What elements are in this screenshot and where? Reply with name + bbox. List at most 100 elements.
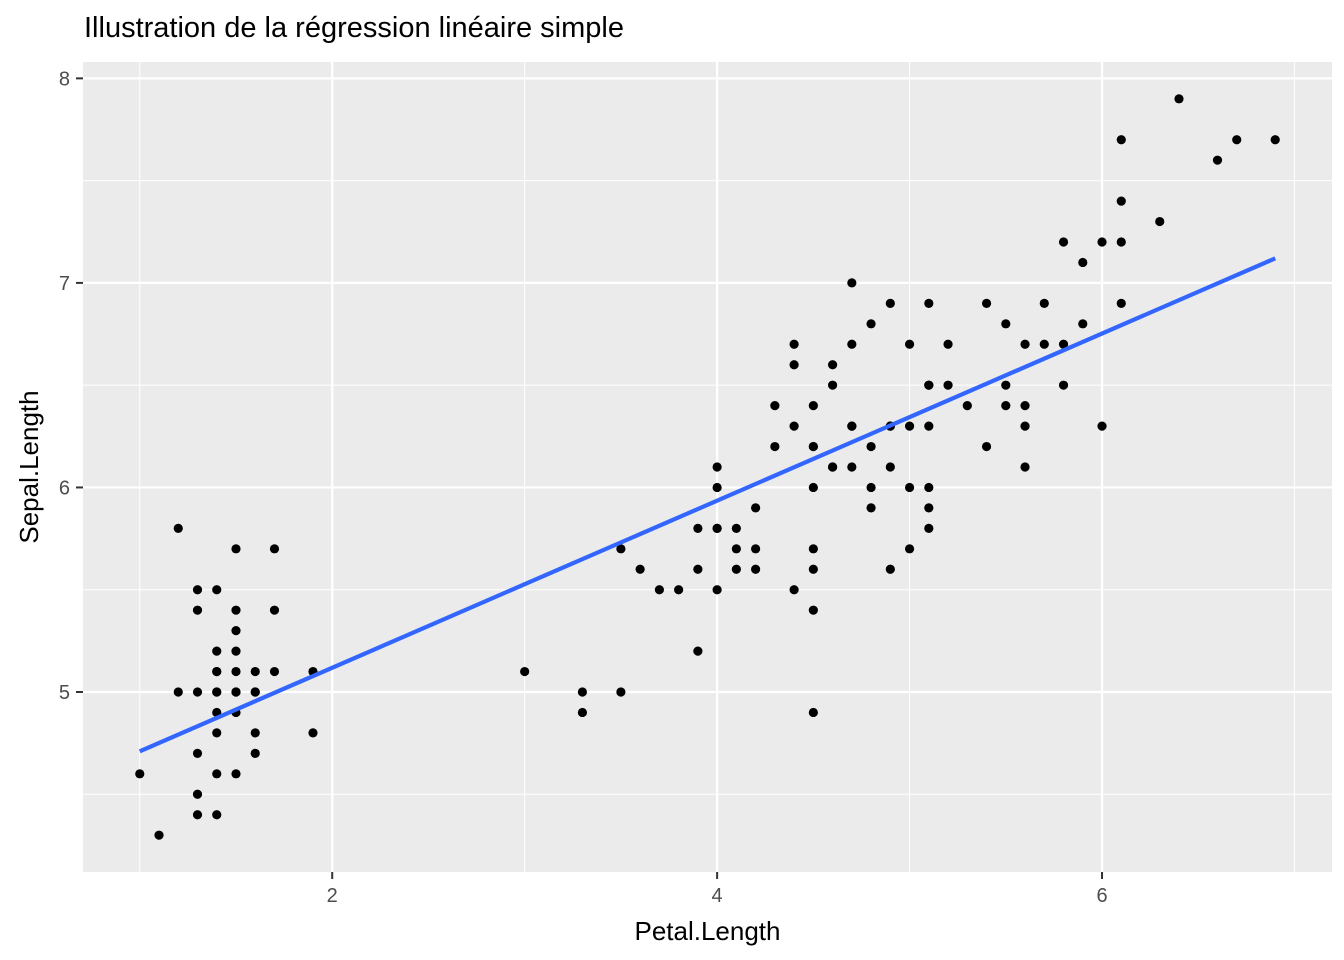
data-point (654, 585, 664, 595)
data-point (231, 544, 241, 554)
data-point (135, 769, 145, 779)
regression-line (138, 256, 1277, 754)
data-point (231, 626, 241, 636)
data-point (1039, 339, 1049, 349)
data-point (847, 278, 857, 288)
data-point (866, 503, 876, 513)
data-point (847, 339, 857, 349)
data-point (1116, 196, 1126, 206)
data-point (1116, 298, 1126, 308)
data-point (308, 728, 318, 738)
data-point (616, 687, 626, 697)
data-point (885, 462, 895, 472)
data-point (1097, 421, 1107, 431)
data-point (789, 339, 799, 349)
data-point (212, 728, 222, 738)
data-point (827, 360, 838, 370)
data-point (943, 380, 953, 390)
data-point (981, 298, 992, 308)
data-point (231, 769, 241, 779)
data-point (269, 666, 280, 677)
axis-ticks (76, 77, 1104, 879)
plot-panel (83, 62, 1332, 872)
data-point (1116, 237, 1126, 247)
data-point (635, 564, 645, 574)
data-point (808, 605, 818, 615)
y-tick-label: 7 (59, 273, 70, 295)
data-point (827, 462, 838, 472)
regression-line-group (138, 256, 1277, 754)
data-point (904, 339, 915, 349)
data-point (231, 646, 241, 656)
data-point (1174, 94, 1184, 104)
axis-tick-labels: 2 4 6 5 6 7 8 (59, 68, 1108, 907)
data-point (1097, 237, 1107, 247)
data-point (1155, 216, 1165, 227)
data-point (674, 585, 684, 595)
data-point (1232, 135, 1242, 145)
x-tick-label: 6 (1096, 885, 1107, 907)
data-point (212, 687, 222, 697)
data-point (924, 482, 934, 493)
data-point (924, 298, 934, 308)
data-point (173, 523, 183, 533)
data-point (250, 748, 260, 758)
data-point (808, 482, 818, 493)
data-point (192, 585, 203, 595)
data-point (885, 298, 895, 308)
data-point (751, 544, 761, 554)
data-point (269, 544, 280, 554)
data-point (577, 687, 588, 697)
data-point (904, 544, 915, 554)
data-point (1001, 319, 1011, 329)
data-points (135, 94, 1280, 840)
data-point (1212, 155, 1223, 165)
data-point (866, 482, 876, 493)
data-point (250, 666, 260, 677)
data-point (269, 605, 280, 615)
data-point (712, 523, 722, 533)
data-point (231, 666, 241, 677)
data-point (847, 421, 857, 431)
data-point (192, 605, 203, 615)
data-point (808, 544, 818, 554)
data-point (904, 482, 915, 493)
data-point (1020, 421, 1030, 431)
data-point (924, 503, 934, 513)
x-axis-label: Petal.Length (634, 916, 780, 946)
data-point (712, 462, 722, 472)
data-point (231, 605, 241, 615)
x-tick-label: 4 (712, 885, 723, 907)
minor-gridlines (83, 62, 1332, 872)
data-point (616, 544, 626, 554)
data-point (924, 380, 934, 390)
data-point (1020, 339, 1030, 349)
data-point (192, 789, 203, 799)
data-point (1058, 339, 1069, 349)
data-point (731, 544, 741, 554)
data-point (770, 401, 780, 411)
data-point (192, 748, 203, 758)
data-point (1020, 462, 1030, 472)
data-point (1001, 380, 1011, 390)
data-point (1020, 401, 1030, 411)
data-point (924, 523, 934, 533)
data-point (731, 523, 741, 533)
data-point (981, 441, 992, 452)
chart-title: Illustration de la régression linéaire s… (84, 12, 624, 44)
data-point (192, 687, 203, 697)
data-point (693, 646, 703, 656)
data-point (904, 421, 915, 431)
data-point (924, 421, 934, 431)
data-point (250, 728, 260, 738)
y-tick-label: 8 (59, 68, 70, 90)
y-axis-label: Sepal.Length (14, 390, 44, 543)
data-point (866, 441, 876, 452)
data-point (1039, 298, 1049, 308)
data-point (808, 401, 818, 411)
data-point (847, 462, 857, 472)
data-point (1078, 319, 1088, 329)
data-point (731, 564, 741, 574)
data-point (231, 687, 241, 697)
